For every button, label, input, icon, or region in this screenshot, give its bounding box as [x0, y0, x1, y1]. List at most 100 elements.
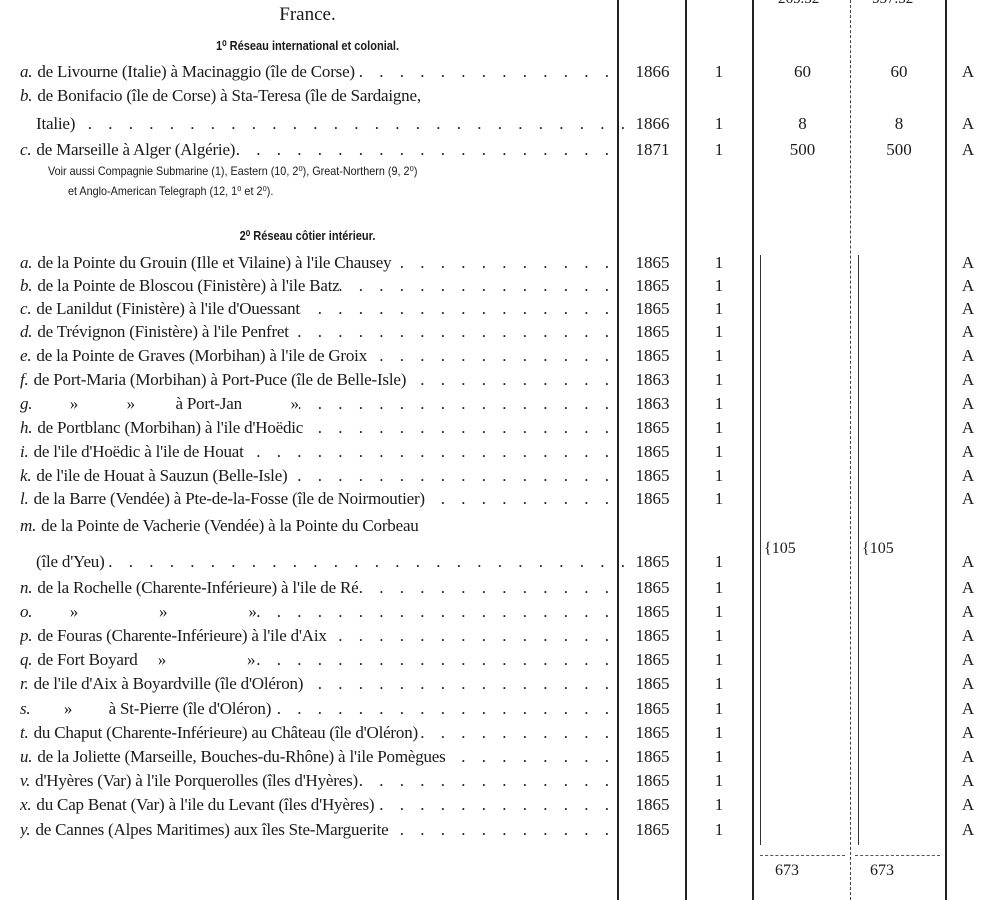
cell-status: A	[961, 723, 975, 742]
cell-count: 1	[714, 489, 724, 508]
entry-route: de la Pointe de Graves (Morbihan) à l'il…	[36, 346, 368, 365]
cell-year: 1863	[635, 370, 670, 389]
entry-route: de Trévignon (Finistère) à l'ile Penfret	[37, 322, 289, 341]
dot-leader	[288, 466, 615, 486]
cell-count: 1	[714, 602, 724, 621]
entry-letter: f.	[20, 370, 29, 389]
dot-leader	[406, 370, 615, 390]
column-divider	[617, 0, 619, 900]
entry-letter: r.	[20, 674, 29, 693]
dot-leader	[374, 795, 615, 815]
cell-year: 1865	[635, 322, 670, 341]
entry-route: de la Pointe de Vacherie (Vendée) à la P…	[41, 516, 419, 535]
dot-leader	[358, 578, 615, 598]
cell-year: 1865	[635, 418, 670, 437]
entry-letter: y.	[20, 820, 31, 839]
dot-leader	[327, 626, 615, 646]
entry-route: de Portblanc (Morbihan) à l'ile d'Hoëdic	[37, 418, 304, 437]
entry-letter: b.	[20, 276, 33, 295]
cell-count: 1	[714, 276, 724, 295]
entry-route: de Lanildut (Finistère) à l'ile d'Ouessa…	[36, 299, 300, 318]
cell-year: 1865	[635, 602, 670, 621]
entry-text-line: g. » » à Port-Jan »	[20, 394, 615, 414]
cell-status: A	[961, 418, 975, 437]
cell-year: 1865	[635, 699, 670, 718]
dot-leader	[303, 674, 615, 694]
cell-year: 1865	[635, 442, 670, 461]
section-heading: 2⁰ Réseau côtier intérieur.	[239, 228, 376, 243]
entry-route: de la Pointe de Bloscou (Finistère) à l'…	[37, 276, 340, 295]
dot-leader	[418, 723, 615, 743]
entry-text-line: b. de la Pointe de Bloscou (Finistère) à …	[20, 276, 615, 296]
cell-year: 1865	[635, 650, 670, 669]
cell-count: 1	[714, 394, 724, 413]
entry-text-line: t. du Chaput (Charente-Inférieure) au Châ…	[20, 723, 615, 743]
cell-status: A	[961, 370, 975, 389]
column-divider	[752, 0, 754, 900]
section-heading: 1⁰ Réseau international et colonial.	[215, 38, 400, 53]
entry-text-line: l. de la Barre (Vendée) à Pte-de-la-Fosse…	[20, 489, 615, 509]
cell-status: A	[961, 674, 975, 693]
entry-route: de Cannes (Alpes Maritimes) aux îles Ste…	[35, 820, 389, 839]
dot-leader	[425, 489, 615, 509]
cell-status: A	[961, 578, 975, 597]
entry-route: de la Rochelle (Charente-Inférieure) à l…	[37, 578, 359, 597]
entry-route: d'Hyères (Var) à l'ile Porquerolles (île…	[35, 771, 358, 790]
note-line: Voir aussi Compagnie Submarine (1), East…	[48, 164, 418, 178]
dot-leader	[446, 747, 615, 767]
cell-count: 1	[714, 795, 724, 814]
dot-leader	[388, 820, 615, 840]
entry-route: du Chaput (Charente-Inférieure) au Châte…	[33, 723, 419, 742]
entry-route: de la Barre (Vendée) à Pte-de-la-Fosse (…	[33, 489, 426, 508]
entry-letter: q.	[20, 650, 33, 669]
cell-count: 1	[714, 370, 724, 389]
entry-route: de Fouras (Charente-Inférieure) à l'ile …	[37, 626, 327, 645]
entry-letter: n.	[20, 578, 33, 597]
cell-status: A	[961, 346, 975, 365]
dot-leader	[289, 322, 615, 342]
country-title: France.	[279, 4, 336, 25]
group-bracket	[760, 255, 761, 845]
cell-status: A	[961, 552, 975, 571]
entry-letter: g.	[20, 394, 33, 413]
entry-route: de l'ile de Houat à Sauzun (Belle-Isle)	[36, 466, 288, 485]
entry-letter: p.	[20, 626, 33, 645]
entry-route: » » à Port-Jan »	[37, 394, 299, 413]
dot-leader	[367, 346, 615, 366]
cell-status: A	[961, 114, 975, 133]
entry-route: de Port-Maria (Morbihan) à Port-Puce (îl…	[33, 370, 407, 389]
cell-year: 1865	[635, 578, 670, 597]
entry-text-line: o. » » »	[20, 602, 615, 622]
group-bracket	[858, 255, 859, 845]
cell-year: 1865	[635, 346, 670, 365]
entry-route: Italie)	[36, 114, 76, 133]
entry-text-line: d. de Trévignon (Finistère) à l'ile Penfr…	[20, 322, 615, 342]
entry-text-line: a. de Livourne (Italie) à Macinaggio (île…	[20, 62, 615, 82]
cell-count: 1	[714, 747, 724, 766]
entry-text-line: e. de la Pointe de Graves (Morbihan) à l'…	[20, 346, 615, 366]
entry-letter: i.	[20, 442, 29, 461]
cell-year: 1865	[635, 795, 670, 814]
cell-year: 1865	[635, 626, 670, 645]
cell-count: 1	[714, 299, 724, 318]
group-value-col3: {105	[764, 540, 796, 557]
entry-letter: a.	[20, 253, 33, 272]
cell-count: 1	[714, 253, 724, 272]
cell-status: A	[961, 650, 975, 669]
cell-status: A	[961, 276, 975, 295]
entry-text-line: (île d'Yeu)	[36, 552, 631, 572]
cell-count: 1	[714, 346, 724, 365]
cell-status: A	[961, 699, 975, 718]
dot-leader	[75, 114, 631, 134]
cell-status: A	[961, 394, 975, 413]
cell-count: 1	[714, 578, 724, 597]
entry-text-line: a. de la Pointe du Grouin (Ille et Vilain…	[20, 253, 615, 273]
entry-route: de Bonifacio (île de Corse) à Sta-Teresa…	[37, 86, 421, 105]
cell-year: 1866	[635, 62, 670, 81]
column-divider	[685, 0, 687, 900]
entry-letter: t.	[20, 723, 29, 742]
entry-text-line: Italie)	[36, 114, 631, 134]
cell-status: A	[961, 489, 975, 508]
total-rule	[760, 855, 845, 856]
cell-year: 1863	[635, 394, 670, 413]
